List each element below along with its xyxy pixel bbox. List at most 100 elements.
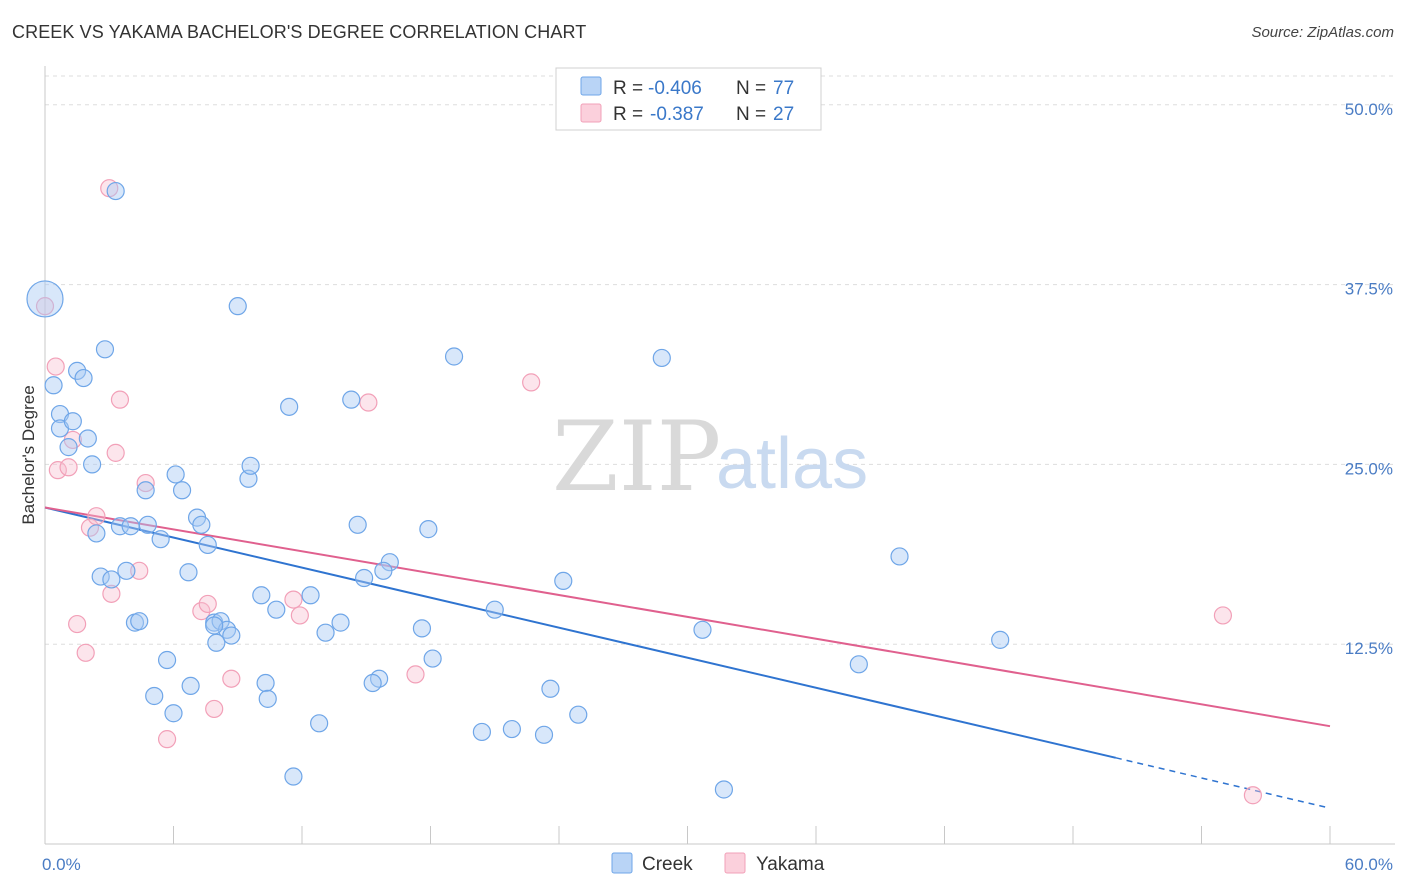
creek-point-50 (310, 714, 329, 733)
yakama-trend-line (44, 506, 1331, 728)
y-tick-label-3: 50.0% (1345, 100, 1393, 119)
creek-point-58 (363, 673, 382, 693)
grid-lines (45, 75, 1395, 645)
creek-point-41 (241, 456, 260, 475)
creek-point-28 (130, 612, 149, 631)
y-tick-label-0: 12.5% (1345, 639, 1393, 658)
yakama-point-13 (130, 561, 149, 580)
creek-point-44 (280, 397, 299, 416)
creek-point-21 (166, 465, 185, 484)
creek-point-11 (106, 181, 125, 201)
yakama-point-23 (406, 665, 425, 684)
y-tick-label-2: 37.5% (1345, 280, 1393, 299)
creek-point-5 (59, 438, 78, 457)
legend-yakama-r-label: R = (613, 104, 643, 125)
yakama-point-10 (106, 443, 125, 462)
creek-point-38 (181, 676, 200, 696)
yakama-point-18 (205, 699, 224, 719)
creek-point-24 (192, 515, 211, 534)
bottom-legend-yakama: Yakama (756, 854, 825, 875)
watermark-zip: ZIP (552, 401, 721, 513)
creek-point-45 (301, 586, 320, 605)
creek-point-35 (207, 633, 226, 652)
creek-point-71 (693, 620, 712, 639)
bottom-legend: Creek Yakama (611, 852, 825, 875)
yakama-point-19 (222, 669, 241, 688)
creek-point-63 (472, 722, 491, 742)
yakama-point-5 (68, 614, 87, 634)
creek-point-54 (355, 568, 374, 588)
creek-point-46 (316, 623, 335, 642)
creek-point-67 (541, 679, 560, 698)
creek-point-47 (331, 613, 350, 632)
creek-trend-line-extension (1115, 757, 1331, 809)
creek-point-61 (419, 520, 438, 539)
yakama-point-17 (198, 594, 217, 614)
legend-creek-n-label: N = (736, 78, 766, 99)
creek-point-16 (102, 570, 121, 589)
creek-point-53 (348, 515, 367, 534)
yakama-point-1 (46, 357, 65, 376)
creek-point-49 (258, 689, 277, 708)
yakama-point-9 (102, 584, 121, 603)
legend-creek-r-value: -0.406 (648, 78, 702, 99)
creek-point-8 (68, 361, 87, 380)
legend-creek-n-value: 77 (773, 78, 794, 99)
creek-point-15 (91, 567, 110, 586)
yakama-point-22 (359, 393, 378, 412)
legend-yakama-n-label: N = (736, 104, 766, 125)
yakama-point-6 (76, 643, 95, 662)
y-axis-label: Bachelor's Degree (19, 385, 38, 524)
creek-point-72 (714, 780, 734, 799)
y-tick-label-1: 25.0% (1345, 459, 1393, 478)
creek-point-37 (164, 704, 183, 723)
watermark-atlas: atlas (716, 424, 868, 504)
bottom-legend-swatch-creek (611, 852, 633, 874)
creek-point-20 (151, 530, 170, 549)
creek-point-6 (78, 429, 97, 448)
creek-point-59 (412, 619, 432, 638)
axes (44, 66, 1395, 845)
bottom-legend-swatch-yakama (724, 852, 746, 874)
creek-point-75 (991, 630, 1010, 649)
creek-point-60 (423, 649, 442, 668)
creek-point-68 (554, 571, 573, 591)
creek-point-4 (63, 412, 82, 431)
watermark: ZIP atlas (552, 401, 868, 513)
yakama-point-16 (192, 602, 211, 621)
creek-point-7 (83, 455, 102, 474)
creek-point-22 (172, 481, 192, 500)
creek-point-25 (198, 535, 217, 555)
yakama-point-25 (1213, 606, 1233, 625)
creek-point-19 (138, 515, 157, 534)
creek-point-1 (44, 376, 63, 395)
creek-point-42 (252, 586, 271, 605)
creek-trend-line (44, 506, 1117, 759)
bottom-legend-creek: Creek (642, 854, 693, 875)
yakama-point-11 (110, 390, 130, 409)
creek-point-12 (110, 517, 130, 536)
legend: R = -0.406 N = 77 R = -0.387 N = 27 (555, 67, 822, 131)
creek-point-66 (534, 725, 554, 744)
data-points (26, 179, 1263, 805)
yakama-point-24 (522, 373, 541, 392)
legend-swatch-yakama (580, 103, 602, 123)
creek-point-62 (444, 347, 464, 366)
creek-point-36 (145, 686, 164, 706)
creek-point-69 (569, 705, 588, 724)
creek-point-52 (342, 390, 361, 409)
creek-point-13 (121, 517, 140, 536)
yakama-point-3 (59, 458, 78, 477)
creek-point-14 (87, 524, 106, 543)
creek-point-64 (502, 719, 521, 739)
creek-point-74 (890, 547, 909, 566)
creek-point-9 (74, 368, 93, 388)
creek-point-56 (374, 561, 393, 580)
yakama-point-15 (157, 730, 177, 749)
chart-title: CREEK VS YAKAMA BACHELOR'S DEGREE CORREL… (12, 22, 587, 42)
creek-point-33 (222, 626, 241, 645)
legend-yakama-n-value: 27 (773, 104, 794, 125)
creek-point-34 (205, 616, 224, 635)
creek-point-51 (284, 767, 303, 786)
x-tick-label-0: 0.0% (42, 855, 81, 874)
